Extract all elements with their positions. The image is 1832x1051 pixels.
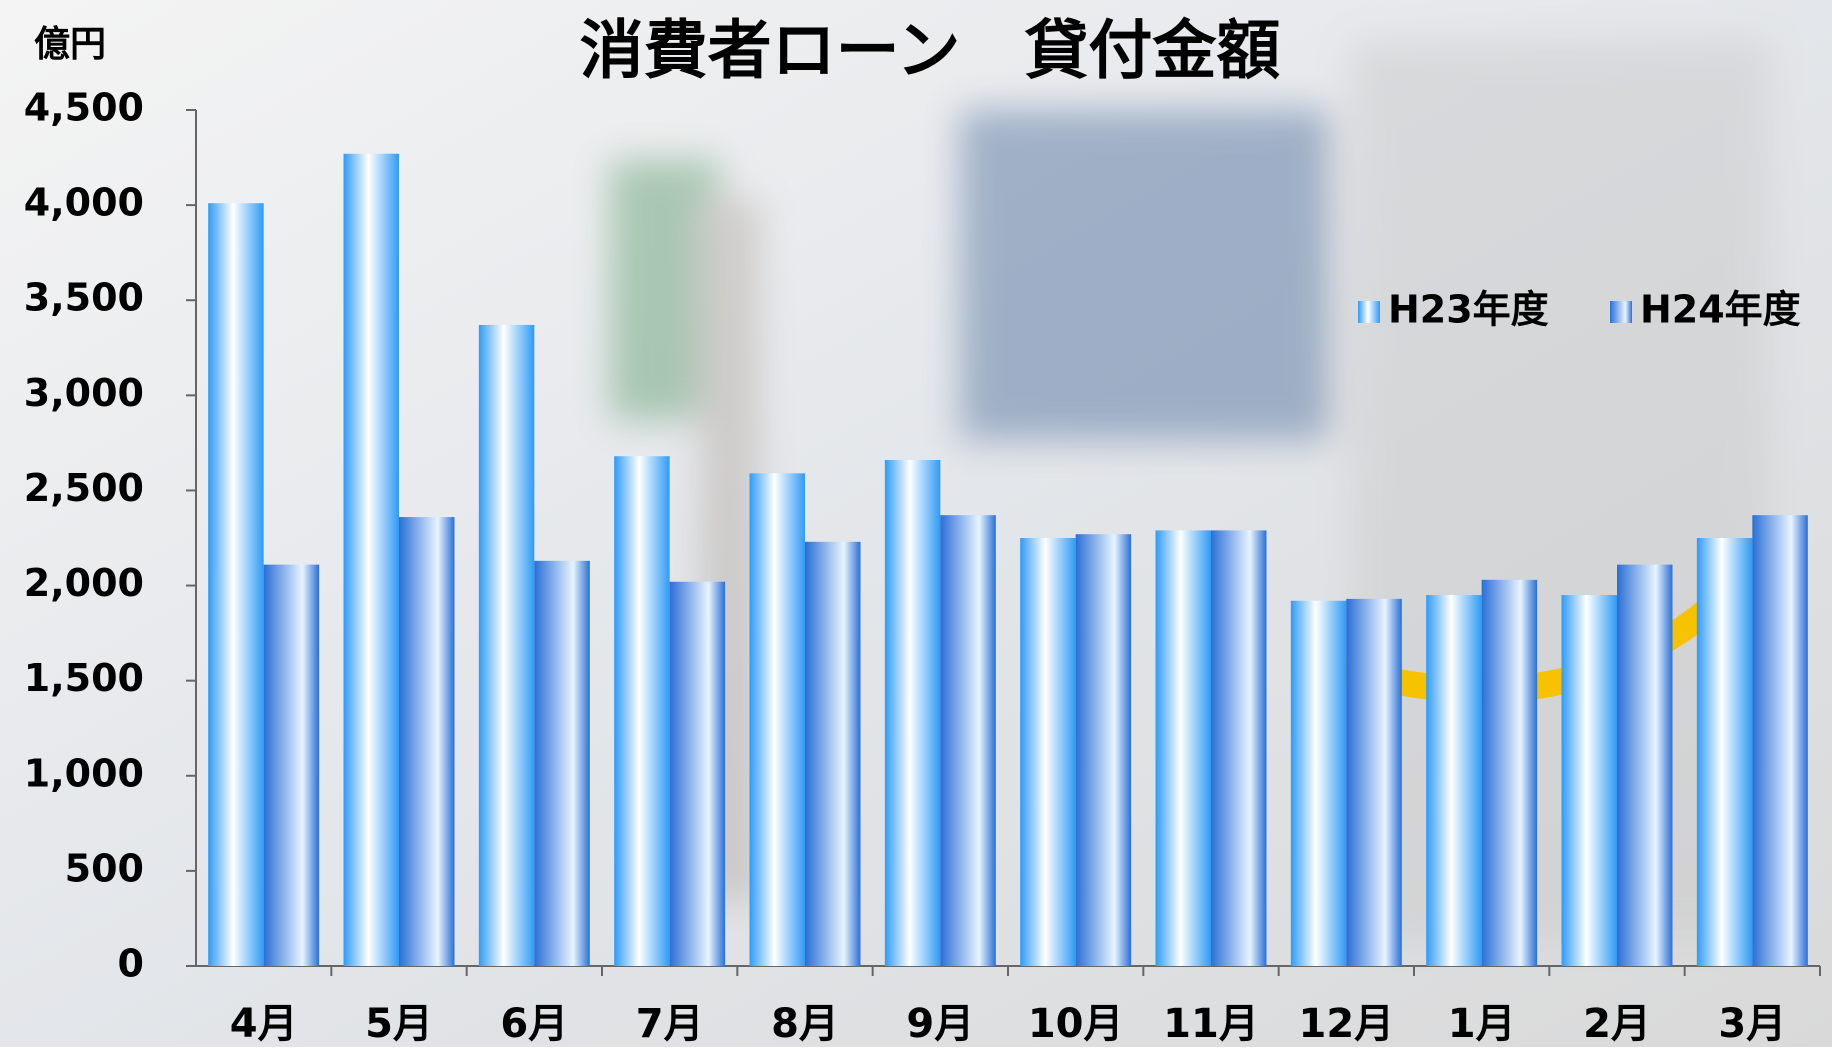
bar: [263, 564, 320, 966]
bar: [1617, 564, 1673, 966]
x-tick-label: 2月: [1583, 1001, 1651, 1047]
y-tick-label: 4,500: [24, 86, 144, 130]
bar: [614, 456, 670, 966]
x-tick-label: 3月: [1718, 1001, 1786, 1047]
x-tick-label: 8月: [771, 1001, 839, 1047]
bar: [1155, 530, 1211, 966]
bar: [1752, 515, 1808, 966]
y-tick-label: 500: [65, 846, 144, 890]
legend-swatch: [1610, 301, 1632, 323]
x-tick-label: 11月: [1163, 1001, 1259, 1047]
legend-label: H24年度: [1640, 288, 1801, 332]
bar: [208, 203, 264, 967]
bar: [669, 581, 726, 966]
bar: [399, 517, 455, 966]
x-tick-label: 10月: [1028, 1001, 1124, 1047]
bar: [1211, 530, 1267, 966]
y-tick-label: 2,000: [24, 561, 144, 605]
y-tick-label: 3,000: [24, 371, 144, 415]
bar: [1426, 595, 1482, 966]
x-tick-label: 4月: [230, 1001, 298, 1047]
bar: [805, 541, 861, 966]
bar: [1561, 595, 1617, 966]
y-tick-label: 0: [118, 942, 144, 986]
x-tick-label: 6月: [500, 1001, 568, 1047]
bar: [1075, 534, 1132, 966]
bar: [1020, 538, 1076, 966]
x-tick-label: 1月: [1448, 1001, 1516, 1047]
x-tick-label: 12月: [1298, 1001, 1394, 1047]
x-tick-label: 9月: [906, 1001, 974, 1047]
y-unit: 億円: [34, 24, 106, 65]
y-tick-label: 2,500: [24, 466, 144, 510]
y-tick-label: 4,000: [24, 181, 144, 225]
bar: [940, 515, 996, 966]
chart-title: 消費者ローン 貸付金額: [580, 15, 1281, 89]
x-tick-label: 5月: [365, 1001, 433, 1047]
bar: [478, 324, 535, 966]
bar: [1290, 600, 1347, 966]
x-tick-label: 7月: [636, 1001, 704, 1047]
y-tick-label: 1,500: [24, 656, 144, 700]
bar: [884, 460, 941, 966]
y-tick-label: 3,500: [24, 276, 144, 320]
legend-swatch: [1358, 301, 1380, 323]
bar: [1481, 579, 1538, 966]
legend-label: H23年度: [1388, 288, 1549, 332]
bar: [534, 560, 590, 966]
bar: [749, 473, 805, 966]
bar: [1346, 598, 1402, 966]
y-tick-label: 1,000: [24, 751, 144, 795]
bar: [1696, 538, 1753, 966]
bar: [343, 153, 399, 967]
